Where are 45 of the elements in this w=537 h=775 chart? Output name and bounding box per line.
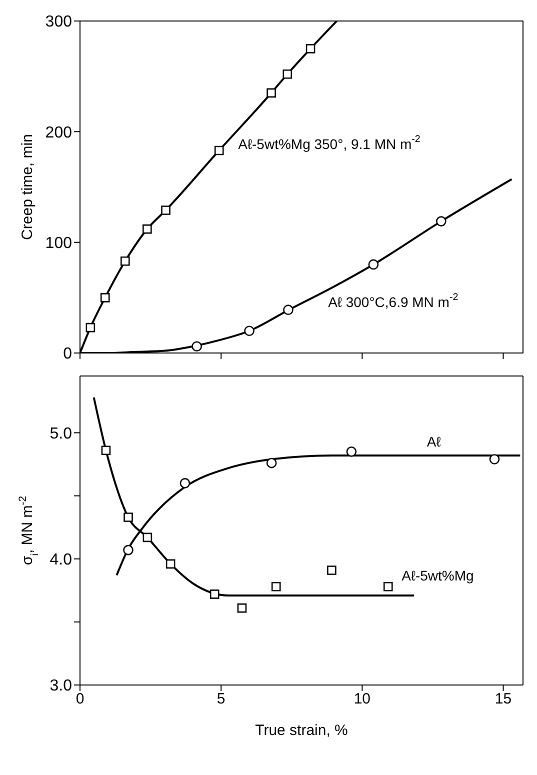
point <box>161 206 170 215</box>
y-tick-label: 100 <box>45 235 72 252</box>
x-tick-label: 0 <box>76 690 84 708</box>
point <box>210 590 220 599</box>
annotation: Aℓ 300°C,6.9 MN m$^{-2}$ <box>328 292 458 310</box>
point <box>101 446 111 456</box>
point <box>327 566 336 575</box>
x-tick-label: 10 <box>354 690 371 708</box>
annotation: Aℓ-5wt%Mg 350°, 9.1 MN m$^{-2}$ <box>238 134 420 152</box>
point <box>100 293 110 302</box>
y-tick-label: 4.0 <box>50 552 72 569</box>
annotation: Aℓ <box>426 433 442 450</box>
point <box>283 304 294 315</box>
point <box>124 512 133 522</box>
point <box>436 216 446 226</box>
y-axis-title: Creep time, min <box>19 134 36 240</box>
x-tick-label: 5 <box>216 690 226 708</box>
point <box>237 603 247 613</box>
point <box>244 326 254 336</box>
y-tick-label: 200 <box>45 124 72 142</box>
point <box>346 446 357 457</box>
y-tick-label: 300 <box>45 14 72 31</box>
point <box>142 532 152 542</box>
point <box>123 544 134 556</box>
point <box>180 478 190 488</box>
y-tick-label: 5.0 <box>50 425 72 442</box>
point <box>266 88 276 98</box>
point <box>142 224 152 234</box>
point <box>271 582 281 592</box>
point <box>383 582 393 592</box>
y-tick-label: 3.0 <box>50 678 72 695</box>
point <box>282 69 292 79</box>
x-axis-title: True strain, % <box>255 722 348 739</box>
annotation: Aℓ-5wt%Mg <box>402 567 474 584</box>
point <box>306 44 316 54</box>
point <box>86 322 96 332</box>
point <box>266 458 277 468</box>
point <box>214 146 224 156</box>
point <box>368 259 379 270</box>
y-tick-label: 0 <box>63 346 72 363</box>
point <box>489 454 500 464</box>
point <box>166 559 176 569</box>
point <box>120 256 130 266</box>
x-tick-label: 15 <box>494 690 512 708</box>
point <box>192 341 202 352</box>
